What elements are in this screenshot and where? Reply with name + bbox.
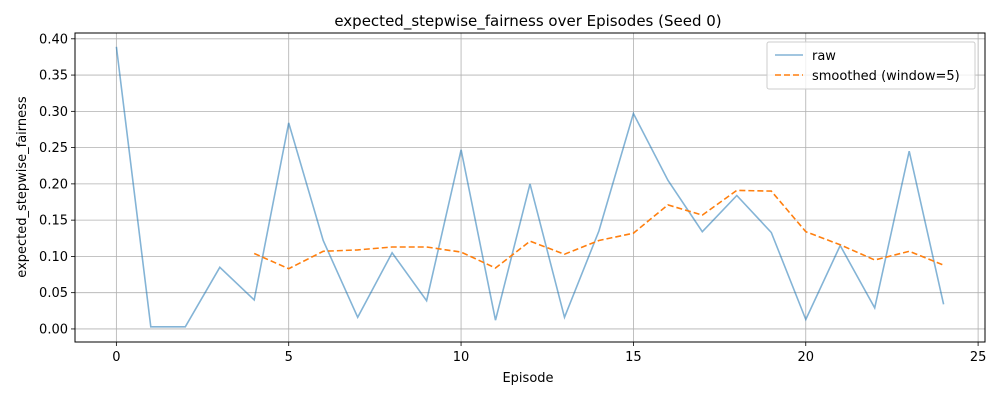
y-tick-label: 0.10	[39, 250, 68, 265]
x-tick-label: 0	[112, 350, 120, 365]
legend-label-raw: raw	[812, 49, 836, 64]
series-smoothed-line	[253, 189, 944, 270]
y-tick-label: 0.30	[39, 105, 68, 120]
x-tick-label: 15	[625, 350, 642, 365]
series-raw-line	[115, 46, 945, 328]
x-tick-label: 10	[453, 350, 470, 365]
y-tick-label: 0.40	[39, 32, 68, 47]
x-axis-ticks: 0 5 10 15 20 25	[112, 342, 986, 365]
x-tick-label: 20	[797, 350, 814, 365]
plot-frame	[74, 32, 986, 343]
y-axis-ticks: 0.00 0.05 0.10 0.15 0.20 0.25 0.30 0.35 0.40	[39, 32, 75, 337]
legend: raw smoothed (window=5)	[766, 41, 976, 90]
y-tick-label: 0.35	[39, 69, 68, 84]
series-layer	[115, 46, 945, 328]
y-tick-label: 0.05	[39, 286, 68, 301]
y-tick-label: 0.25	[39, 141, 68, 156]
y-tick-label: 0.15	[39, 214, 68, 229]
legend-box	[766, 41, 976, 90]
x-axis-label: Episode	[502, 371, 553, 386]
chart-title: expected_stepwise_fairness over Episodes…	[334, 12, 721, 31]
legend-label-smoothed: smoothed (window=5)	[812, 69, 960, 84]
y-tick-label: 0.20	[39, 177, 68, 192]
x-tick-label: 25	[970, 350, 987, 365]
x-tick-label: 5	[285, 350, 293, 365]
y-axis-label: expected_stepwise_fairness	[15, 96, 30, 278]
y-tick-label: 0.00	[39, 322, 68, 337]
